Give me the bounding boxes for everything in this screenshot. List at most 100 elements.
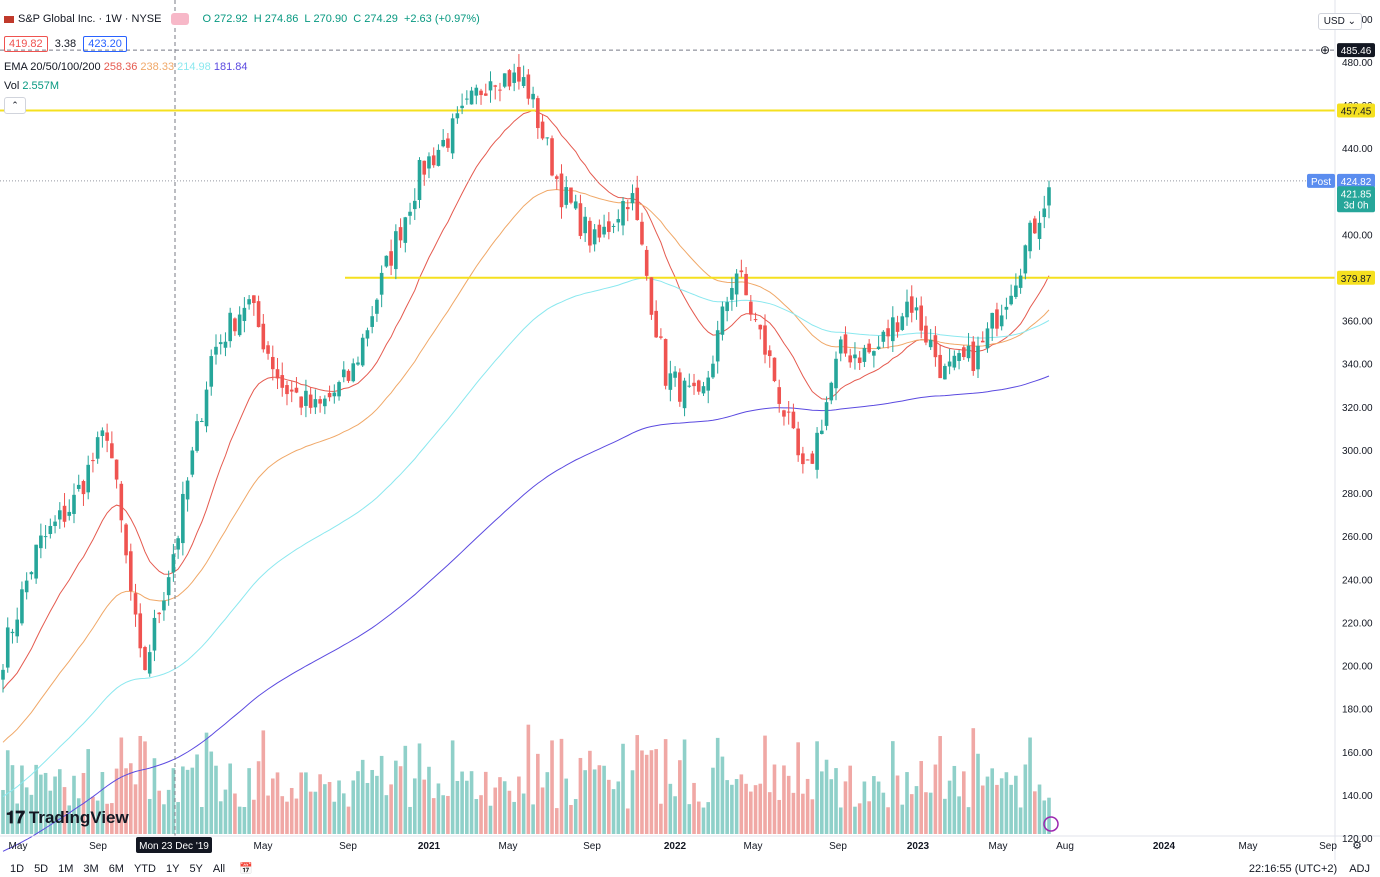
ema-legend[interactable]: EMA 20/50/100/200 258.36 238.33 214.98 1…: [4, 61, 248, 73]
candle-body: [985, 328, 990, 349]
volume-bar: [427, 766, 431, 834]
candle-body: [895, 322, 900, 332]
compare-icon[interactable]: [171, 13, 190, 25]
volume-bar: [204, 732, 209, 834]
volume-bar: [24, 787, 29, 834]
range-1y[interactable]: 1Y: [165, 862, 180, 875]
last-price-label: 421.85: [1341, 189, 1372, 200]
candle-body: [247, 299, 251, 305]
currency-selector[interactable]: USD ⌄: [1317, 13, 1362, 30]
volume-bar: [465, 780, 469, 834]
candle-body: [687, 385, 692, 387]
volume-bar: [181, 766, 185, 834]
volume-bar: [469, 771, 474, 834]
volume-bar: [507, 790, 512, 834]
volume-bar: [304, 772, 308, 834]
adj-toggle[interactable]: ADJ: [1349, 862, 1370, 875]
volume-bar: [805, 778, 810, 834]
volume-bar: [607, 779, 611, 834]
clock-time[interactable]: 22:16:55 (UTC+2): [1248, 862, 1338, 875]
crosshair-date-bg: [136, 837, 212, 853]
volume-bar: [199, 807, 204, 834]
volume-bar: [659, 803, 663, 834]
volume-bar: [209, 751, 214, 834]
volume-bar: [687, 804, 692, 834]
candle-body: [422, 160, 427, 175]
volume-bar: [128, 763, 133, 834]
candle-body: [749, 301, 753, 315]
volume-bar: [275, 772, 280, 834]
volume-bar: [796, 742, 800, 834]
volume-bar: [133, 784, 138, 834]
candle-body: [360, 337, 365, 366]
candle-body: [753, 319, 758, 321]
add-alert-icon: ⊕: [1320, 43, 1330, 57]
candle-body: [692, 382, 696, 387]
range-ytd[interactable]: YTD: [133, 862, 156, 875]
volume-bar: [76, 798, 81, 834]
candle-body: [905, 301, 909, 318]
candle-body: [214, 346, 218, 355]
volume-bar: [843, 781, 848, 834]
volume-bar: [857, 803, 862, 834]
ema-50-line: [2, 188, 1050, 743]
candle-body: [72, 494, 76, 514]
candle-body: [261, 323, 266, 350]
time-tick-label: May: [499, 841, 518, 852]
volume-bar: [1009, 784, 1013, 834]
price-tick-label: 220.00: [1342, 618, 1373, 629]
candle-body: [195, 421, 199, 451]
range-1m[interactable]: 1M: [58, 862, 74, 875]
candle-body: [114, 459, 119, 480]
candle-body: [810, 453, 815, 464]
candle-body: [550, 138, 554, 176]
candle-body: [204, 389, 209, 427]
range-3m[interactable]: 3M: [83, 862, 99, 875]
volume-bar: [654, 749, 658, 834]
range-toolbar: 1D 5D 1M 3M 6M YTD 1Y 5Y All 📅 22:16:55 …: [0, 860, 1380, 877]
volume-bar: [285, 801, 289, 834]
range-6m[interactable]: 6M: [108, 862, 124, 875]
candle-body: [668, 373, 673, 390]
volume-bar: [34, 764, 38, 834]
candle-body: [891, 317, 895, 342]
candle-body: [900, 316, 905, 330]
volume-bar: [228, 763, 232, 834]
ask-price[interactable]: 423.20: [83, 36, 127, 52]
range-1d[interactable]: 1D: [10, 862, 25, 875]
post-price-label-bg: [1337, 173, 1375, 188]
volume-bar: [185, 769, 190, 834]
collapse-legend-button[interactable]: ⌃: [4, 97, 26, 114]
volume-bar: [408, 806, 412, 834]
volume-bar: [53, 776, 57, 834]
volume-bar: [985, 776, 990, 834]
range-5d[interactable]: 5D: [34, 862, 49, 875]
candle-body: [725, 302, 729, 312]
settings-gear-icon: ⚙: [1352, 840, 1362, 852]
candle-body: [872, 351, 876, 356]
volume-bar: [280, 796, 285, 834]
candle-body: [166, 577, 171, 596]
volume-bar: [815, 741, 819, 834]
range-5y[interactable]: 5Y: [189, 862, 203, 875]
symbol-title[interactable]: S&P Global Inc. · 1W · NYSE: [18, 13, 162, 25]
volume-bar: [829, 779, 834, 834]
candle-body: [332, 392, 337, 397]
volume-bar: [266, 795, 270, 834]
calendar-icon[interactable]: 📅: [239, 863, 253, 875]
crosshair-price-label-bg: [1337, 43, 1375, 58]
vol-legend[interactable]: Vol 2.557M: [4, 80, 59, 92]
candle-body: [938, 354, 942, 379]
volume-bar: [493, 787, 498, 834]
volume-bar: [564, 778, 569, 834]
upper-line-price-label-bg: [1337, 103, 1375, 118]
bid-price[interactable]: 419.82: [4, 36, 48, 52]
candle-body: [176, 538, 180, 550]
price-tick-label: 340.00: [1342, 360, 1373, 371]
volume-bar: [86, 749, 90, 834]
volume-bar: [337, 780, 341, 834]
range-all[interactable]: All: [212, 862, 226, 875]
volume-bar: [20, 765, 24, 834]
volume-bar: [914, 786, 919, 834]
